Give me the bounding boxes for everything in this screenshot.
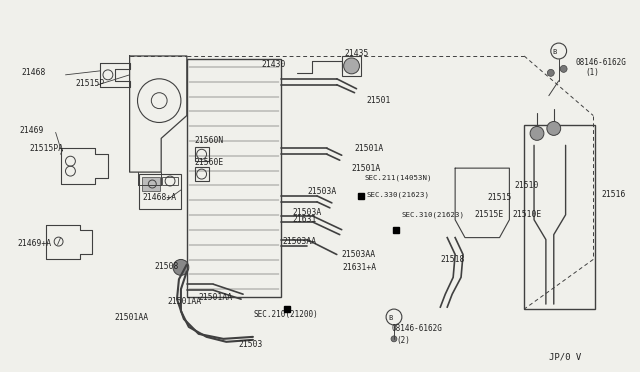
Bar [187,59,280,297]
Circle shape [391,336,397,342]
Text: 08146-6162G: 08146-6162G [575,58,627,67]
Text: 21515P: 21515P [76,79,104,88]
Text: 21631+A: 21631+A [342,263,377,272]
Bar [143,177,160,191]
Text: (1): (1) [586,68,599,77]
Circle shape [547,69,554,76]
Circle shape [560,65,567,73]
Text: 21501A: 21501A [355,144,384,153]
Bar [162,177,178,185]
Text: 21510E: 21510E [513,210,541,219]
Text: 21501: 21501 [366,96,391,105]
Text: B: B [552,49,557,55]
Text: 21501AA: 21501AA [198,293,233,302]
Circle shape [344,58,360,74]
Text: B: B [388,315,392,321]
Circle shape [530,126,544,140]
Text: SEC.211(14053N): SEC.211(14053N) [364,175,432,181]
Text: 21510: 21510 [515,180,539,189]
Text: 21516: 21516 [601,190,625,199]
Text: 21503A: 21503A [307,187,337,196]
Text: 21501AA: 21501AA [167,296,201,306]
Text: 21501AA: 21501AA [115,312,149,321]
Text: 21560N: 21560N [195,136,224,145]
Text: 21503AA: 21503AA [342,250,376,259]
Text: 08146-6162G: 08146-6162G [391,324,442,333]
Text: SEC.210(21200): SEC.210(21200) [254,310,319,318]
Text: 21469: 21469 [19,126,44,135]
Text: 21515PA: 21515PA [29,144,63,153]
Text: 21560E: 21560E [195,158,224,167]
Text: 21503: 21503 [238,340,262,349]
Bar [342,56,362,76]
Text: 21515: 21515 [488,193,512,202]
Text: JP/0 V: JP/0 V [549,352,581,361]
Text: 21508: 21508 [154,262,179,271]
Circle shape [547,122,561,135]
Bar [524,125,595,309]
Text: 21435: 21435 [345,48,369,58]
Text: 21468+A: 21468+A [143,193,177,202]
Bar [195,167,209,181]
Circle shape [173,259,189,275]
Text: 21503A: 21503A [292,208,322,217]
Text: 21518: 21518 [440,255,465,264]
Text: SEC.330(21623): SEC.330(21623) [366,192,429,198]
Text: 21430: 21430 [262,60,286,70]
Text: 21468: 21468 [21,68,45,77]
Text: 21515E: 21515E [475,210,504,219]
Text: 21631: 21631 [292,215,317,224]
Bar [195,147,209,161]
Text: SEC.310(21623): SEC.310(21623) [402,212,465,218]
Bar [140,174,181,209]
Text: 21501A: 21501A [351,164,381,173]
Text: (2): (2) [396,336,410,345]
Text: 21503AA: 21503AA [282,237,317,246]
Text: 21469+A: 21469+A [17,239,51,248]
